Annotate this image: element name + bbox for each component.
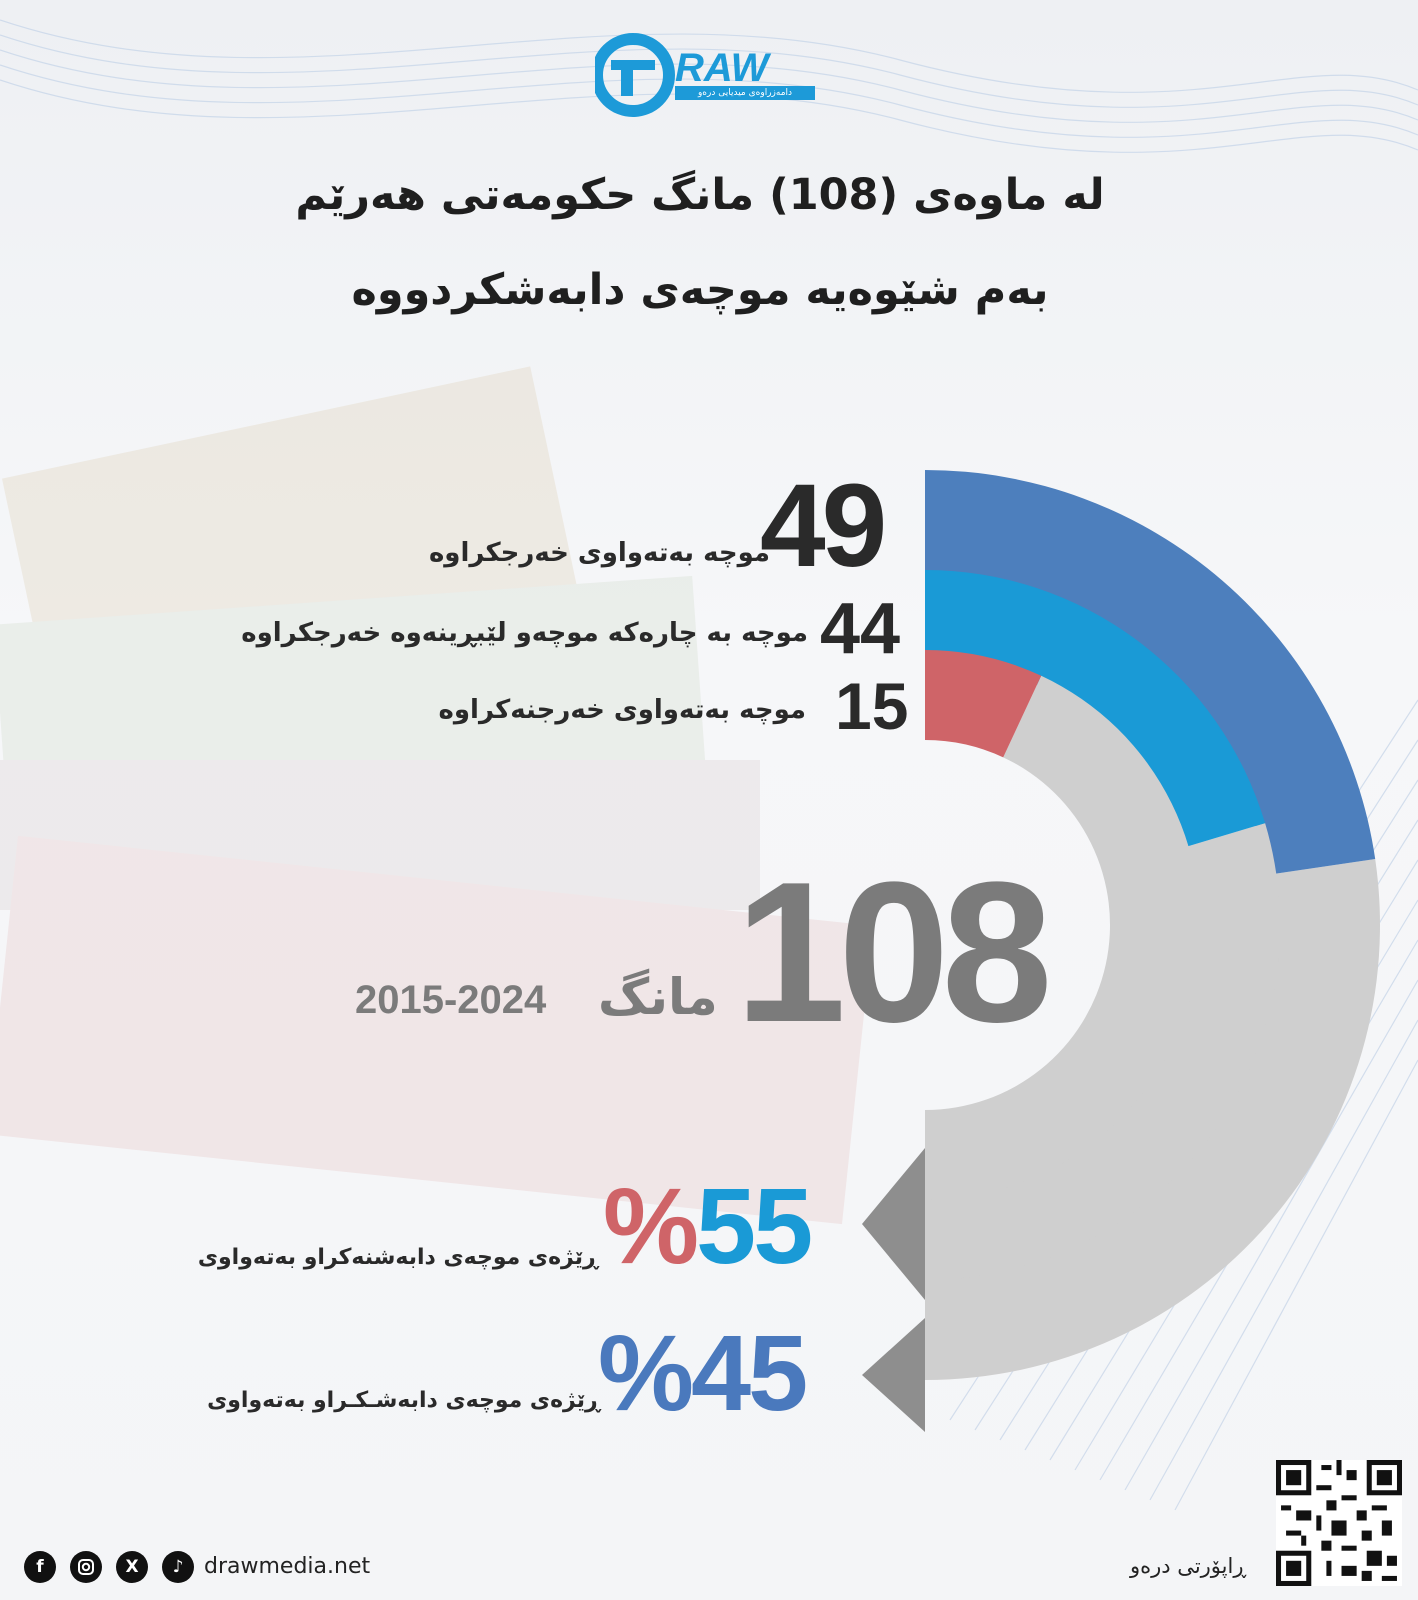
total-months-value: 108 [735,841,1053,1064]
percentage-distributed-label: ڕێژەی موچەی دابەشـکـراو بەتەواوی [207,1388,600,1413]
total-months-unit: مانگ [598,968,718,1026]
percentage-not-distributed: %55 [603,1163,813,1288]
percentage-distributed: %45 [598,1310,808,1435]
slice-label-not-paid: موچە بەتەواوی خەرجنەکراوە [438,695,806,725]
title-line-2: بەم شێوەیە موچەی دابەشکردووە [351,265,1049,315]
slice-arc-2 [925,650,1042,758]
slice-label-partial: موچە بە چارەکە موچەو لێبڕینەوە خەرجکراوە [241,618,808,648]
slice-value-partial: 44 [820,589,901,669]
pointer-arrow-1 [862,1318,925,1432]
slice-label-fully-paid: موچە بەتەواوی خەرجکراوە [428,538,770,568]
percent-sign: % [598,1312,694,1433]
website-link[interactable]: drawmedia.net [204,1554,371,1579]
slice-value-fully-paid: 49 [760,460,887,592]
brand-logo: RAW دامەزراوەی میدیایی درەو [595,30,825,120]
instagram-icon[interactable] [70,1551,102,1583]
percent-value: 45 [691,1312,808,1433]
title-line-1: لە ماوەی (108) مانگ حکومەتی هەرێم [295,170,1105,220]
qr-code[interactable] [1276,1460,1402,1586]
period-range: 2015-2024 [355,978,547,1022]
slice-arc-0 [925,470,1376,875]
logo-subtitle: دامەزراوەی میدیایی درەو [675,86,815,100]
tiktok-icon[interactable]: ♪ [162,1551,194,1583]
slice-value-not-paid: 15 [835,669,909,743]
percent-value: 55 [696,1165,813,1286]
logo-text: RAW [675,46,769,90]
x-icon[interactable]: X [116,1551,148,1583]
report-label: ڕاپۆرتی درەو [1130,1554,1247,1578]
ring-remainder [925,675,1201,1200]
facebook-icon[interactable]: f [24,1551,56,1583]
pointer-arrow-0 [862,1148,925,1300]
percent-sign: % [603,1165,699,1286]
percentage-not-distributed-label: ڕێژەی موچەی دابەشنەکراو بەتەواوی [197,1245,598,1270]
